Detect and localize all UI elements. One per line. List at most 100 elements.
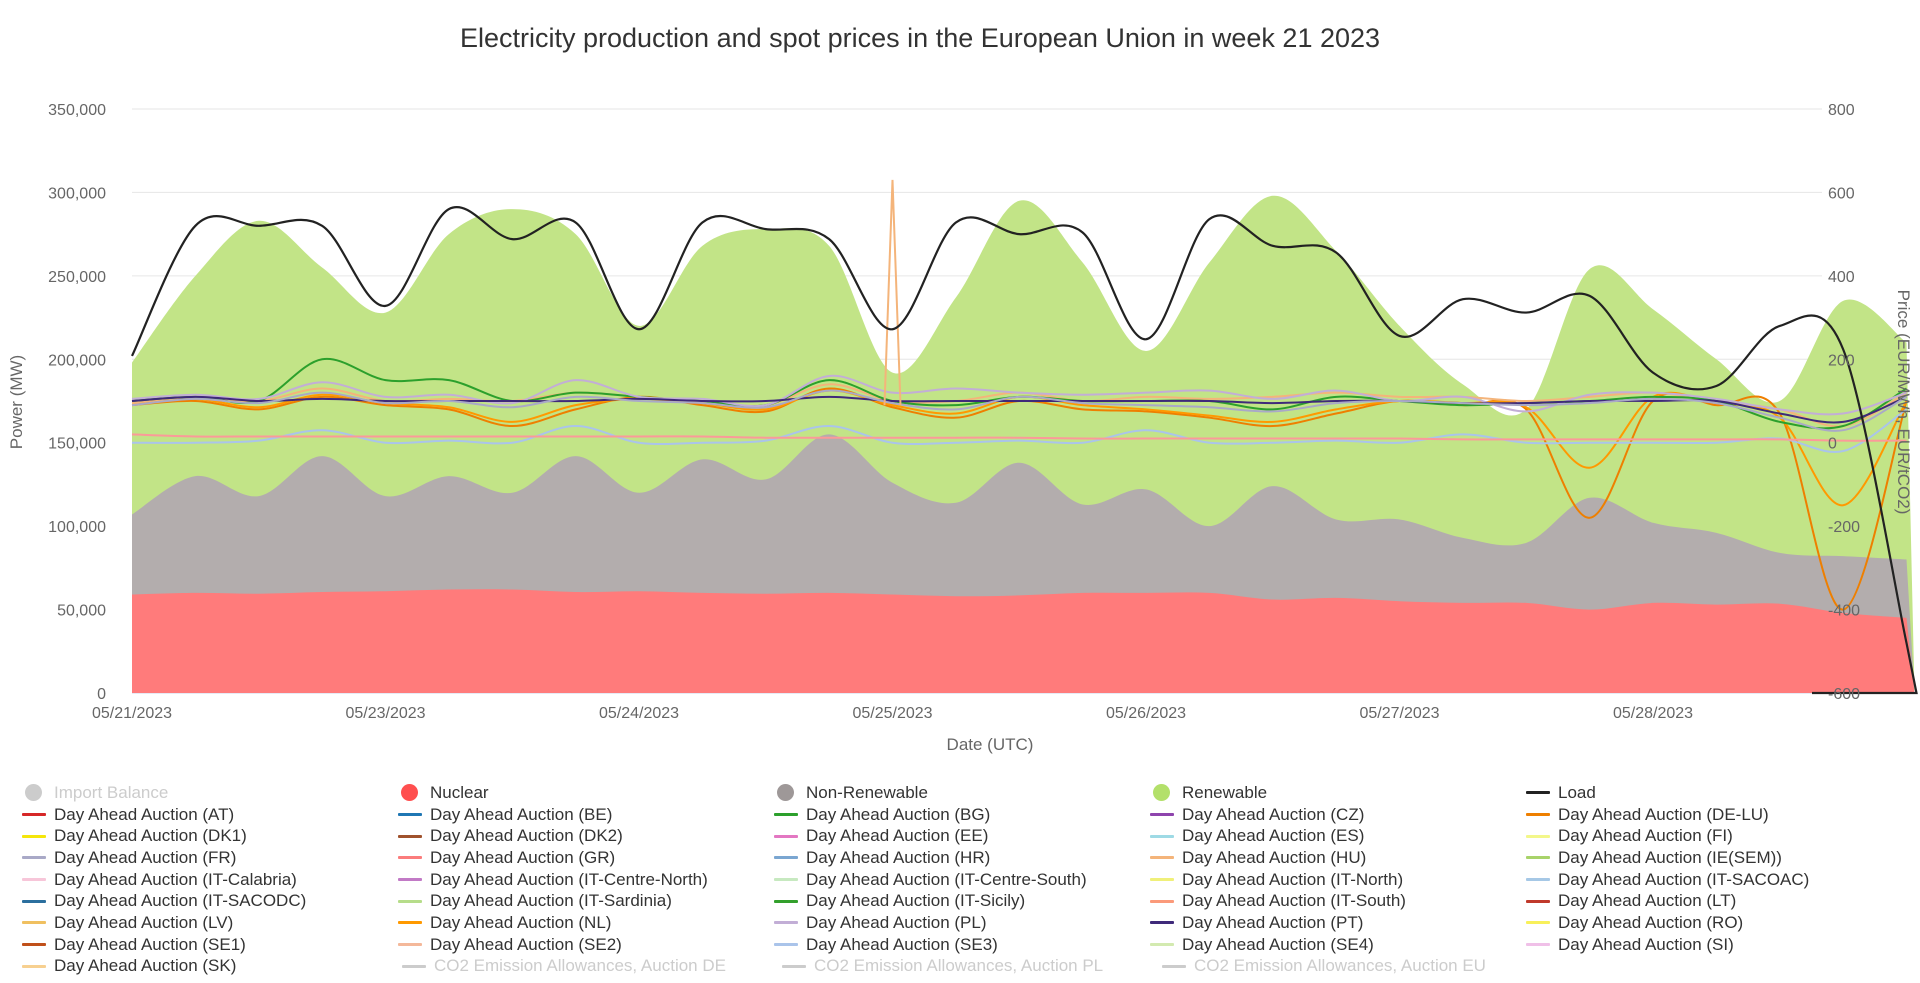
legend-line-icon xyxy=(1150,914,1176,932)
legend-row: Day Ahead Auction (FR) Day Ahead Auction … xyxy=(22,847,1902,869)
legend-item[interactable]: Day Ahead Auction (HU) xyxy=(1150,848,1526,868)
legend-line-icon xyxy=(398,914,424,932)
legend-label: Day Ahead Auction (IT-Sicily) xyxy=(806,891,1026,911)
legend-item[interactable]: Day Ahead Auction (IT-North) xyxy=(1150,870,1526,890)
legend-item[interactable]: Day Ahead Auction (DE-LU) xyxy=(1526,805,1902,825)
legend-line-icon xyxy=(1150,871,1176,889)
y-tick-label: 50,000 xyxy=(57,603,106,620)
y2-tick-label: -600 xyxy=(1828,686,1860,703)
legend-item[interactable]: Renewable xyxy=(1150,783,1526,803)
legend-item[interactable]: CO2 Emission Allowances, Auction PL xyxy=(782,956,1162,976)
legend-item[interactable]: Day Ahead Auction (CZ) xyxy=(1150,805,1526,825)
legend-label: Day Ahead Auction (BE) xyxy=(430,804,613,824)
line-load xyxy=(131,206,1918,695)
legend-label: Day Ahead Auction (IE(SEM)) xyxy=(1558,847,1782,867)
legend-item[interactable]: Day Ahead Auction (IT-SACODC) xyxy=(22,891,398,911)
legend-item[interactable]: Day Ahead Auction (HR) xyxy=(774,848,1150,868)
legend-line-icon xyxy=(774,871,800,889)
legend-line-icon xyxy=(398,936,424,954)
x-tick-label: 05/24/2023 xyxy=(599,705,679,722)
legend-item[interactable]: Day Ahead Auction (EE) xyxy=(774,826,1150,846)
x-axis-label: Date (UTC) xyxy=(947,735,1034,754)
legend-line-icon xyxy=(774,914,800,932)
legend-item[interactable]: Day Ahead Auction (AT) xyxy=(22,805,398,825)
spike-marker xyxy=(883,179,902,406)
legend-item[interactable]: Day Ahead Auction (LT) xyxy=(1526,891,1902,911)
legend-label: Day Ahead Auction (IT-Centre-South) xyxy=(806,869,1087,889)
legend-row: Day Ahead Auction (SK) CO2 Emission Allow… xyxy=(22,956,1902,978)
legend-item[interactable]: Day Ahead Auction (IT-Sicily) xyxy=(774,891,1150,911)
legend-label: Non-Renewable xyxy=(806,782,928,802)
legend-item[interactable]: Day Ahead Auction (IT-South) xyxy=(1150,891,1526,911)
legend-item[interactable]: Day Ahead Auction (BE) xyxy=(398,805,774,825)
legend-label: CO2 Emission Allowances, Auction PL xyxy=(814,956,1104,976)
chart-title: Electricity production and spot prices i… xyxy=(460,23,1380,53)
legend-line-icon xyxy=(774,849,800,867)
legend-line-icon xyxy=(22,892,48,910)
y2-tick-label: 0 xyxy=(1828,436,1837,453)
legend-item[interactable]: Day Ahead Auction (DK2) xyxy=(398,826,774,846)
legend-label: Day Ahead Auction (IT-South) xyxy=(1182,891,1406,911)
legend-line-icon xyxy=(398,871,424,889)
legend-dot-icon xyxy=(774,784,800,802)
legend-item[interactable]: Day Ahead Auction (PT) xyxy=(1150,913,1526,933)
legend-item[interactable]: Day Ahead Auction (SI) xyxy=(1526,935,1902,955)
y-tick-label: 200,000 xyxy=(48,352,106,369)
legend-item[interactable]: Day Ahead Auction (IT-Centre-South) xyxy=(774,870,1150,890)
legend-label: Day Ahead Auction (SE3) xyxy=(806,934,998,954)
legend-item[interactable]: Day Ahead Auction (DK1) xyxy=(22,826,398,846)
legend-item[interactable]: Day Ahead Auction (IT-Centre-North) xyxy=(398,870,774,890)
legend-item[interactable]: Day Ahead Auction (SE1) xyxy=(22,935,398,955)
legend-item[interactable]: Day Ahead Auction (LV) xyxy=(22,913,398,933)
legend-item[interactable]: Day Ahead Auction (ES) xyxy=(1150,826,1526,846)
legend-item[interactable]: CO2 Emission Allowances, Auction EU xyxy=(1162,956,1542,976)
legend-item[interactable]: Nuclear xyxy=(398,783,774,803)
legend-item[interactable]: Day Ahead Auction (FR) xyxy=(22,848,398,868)
legend-item[interactable]: Day Ahead Auction (SK) xyxy=(22,956,402,976)
legend-item[interactable]: Day Ahead Auction (IT-SACOAC) xyxy=(1526,870,1902,890)
legend-item[interactable]: Import Balance xyxy=(22,783,398,803)
y2-tick-label: -200 xyxy=(1828,519,1860,536)
legend-row: Day Ahead Auction (LV) Day Ahead Auction … xyxy=(22,912,1902,934)
y-tick-label: 350,000 xyxy=(48,102,106,119)
legend-label: Day Ahead Auction (IT-Sardinia) xyxy=(430,891,672,911)
legend-line-icon xyxy=(774,806,800,824)
line-day-ahead-auction-pl- xyxy=(131,374,1907,416)
legend-item[interactable]: Day Ahead Auction (FI) xyxy=(1526,826,1902,846)
legend-item[interactable]: Load xyxy=(1526,783,1902,803)
legend-item[interactable]: Day Ahead Auction (GR) xyxy=(398,848,774,868)
legend-label: Day Ahead Auction (IT-SACOAC) xyxy=(1558,869,1810,889)
legend-item[interactable]: CO2 Emission Allowances, Auction DE xyxy=(402,956,782,976)
legend-label: Day Ahead Auction (SK) xyxy=(54,956,237,976)
y-tick-label: 300,000 xyxy=(48,185,106,202)
line-day-ahead-auction-se3- xyxy=(131,408,1908,453)
legend-item[interactable]: Day Ahead Auction (RO) xyxy=(1526,913,1902,933)
legend-item[interactable]: Day Ahead Auction (SE4) xyxy=(1150,935,1526,955)
legend-line-icon xyxy=(1526,827,1552,845)
legend-item[interactable]: Day Ahead Auction (IT-Calabria) xyxy=(22,870,398,890)
legend-line-icon xyxy=(1150,849,1176,867)
area-nuclear xyxy=(132,589,1915,693)
legend-item[interactable]: Day Ahead Auction (SE3) xyxy=(774,935,1150,955)
legend-label: Load xyxy=(1558,782,1596,802)
legend-label: Day Ahead Auction (SE1) xyxy=(54,934,246,954)
legend-line-icon xyxy=(22,914,48,932)
chart: Electricity production and spot prices i… xyxy=(7,23,1918,754)
y-tick-label: 0 xyxy=(97,686,106,703)
legend-line-icon xyxy=(1526,936,1552,954)
legend-item[interactable]: Day Ahead Auction (NL) xyxy=(398,913,774,933)
legend: Import Balance Nuclear Non-Renewable Renewa… xyxy=(22,782,1902,977)
legend-item[interactable]: Day Ahead Auction (IT-Sardinia) xyxy=(398,891,774,911)
legend-item[interactable]: Day Ahead Auction (PL) xyxy=(774,913,1150,933)
legend-label: Nuclear xyxy=(430,782,489,802)
legend-line-icon xyxy=(402,957,428,975)
legend-item[interactable]: Day Ahead Auction (IE(SEM)) xyxy=(1526,848,1902,868)
legend-item[interactable]: Non-Renewable xyxy=(774,783,1150,803)
legend-row: Day Ahead Auction (SE1) Day Ahead Auction… xyxy=(22,934,1902,956)
legend-label: Day Ahead Auction (HU) xyxy=(1182,847,1367,867)
legend-label: Day Ahead Auction (IT-Calabria) xyxy=(54,869,297,889)
legend-item[interactable]: Day Ahead Auction (SE2) xyxy=(398,935,774,955)
legend-dot-icon xyxy=(22,784,48,802)
legend-label: Day Ahead Auction (SE4) xyxy=(1182,934,1374,954)
legend-item[interactable]: Day Ahead Auction (BG) xyxy=(774,805,1150,825)
